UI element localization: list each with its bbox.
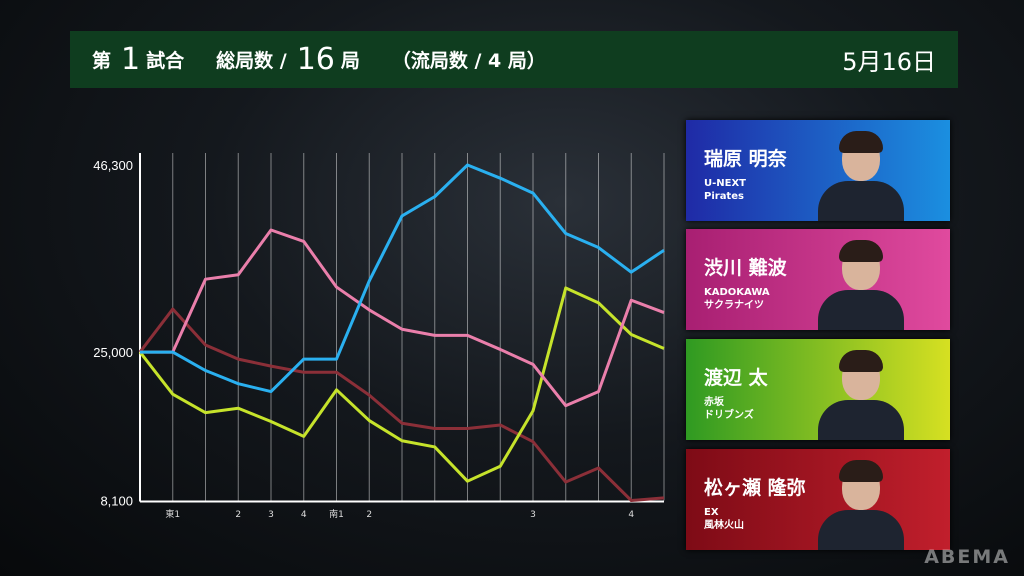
y-tick-label: 8,100 — [100, 494, 133, 509]
series-line — [140, 228, 665, 408]
player-team: EX 風林火山 — [704, 507, 744, 531]
x-tick-label: 南1 — [329, 508, 344, 520]
x-tick-label: 2 — [235, 510, 241, 520]
series-line — [140, 163, 665, 394]
x-tick-label: 東1 — [165, 508, 180, 520]
x-tick-label: 3 — [268, 510, 274, 520]
player-card: 渡辺 太赤坂 ドリブンズ — [686, 339, 950, 440]
player-photo — [818, 236, 904, 330]
player-name: 渡辺 太 — [704, 367, 768, 389]
x-tick-label: 4 — [628, 510, 634, 520]
player-photo — [818, 346, 904, 440]
player-card: 瑞原 明奈 U-NEXT Pirates — [686, 120, 950, 221]
game-prefix: 第 — [92, 50, 112, 72]
player-name: 松ヶ瀬 隆弥 — [704, 477, 806, 499]
abema-logo: ABEMA — [924, 546, 1010, 568]
player-card: 松ヶ瀬 隆弥 EX 風林火山 — [686, 449, 950, 550]
x-tick-label: 4 — [301, 510, 307, 520]
total-rounds-unit: 局 — [340, 50, 360, 72]
player-photo — [818, 456, 904, 550]
y-tick-label: 25,000 — [93, 345, 133, 360]
game-number: 1 — [121, 42, 141, 77]
x-tick-label: 2 — [366, 510, 372, 520]
series-line — [138, 307, 665, 502]
player-photo — [818, 127, 904, 221]
player-card: 渋川 難波 KADOKAWA サクラナイツ — [686, 229, 950, 330]
draw-rounds: （流局数 / 4 局） — [391, 50, 546, 72]
total-rounds-label: 総局数 / — [216, 50, 287, 72]
total-rounds-value: 16 — [296, 42, 335, 77]
player-team: U-NEXT Pirates — [704, 178, 747, 202]
match-date: 5月16日 — [842, 48, 936, 76]
game-suffix: 試合 — [146, 50, 185, 72]
y-tick-label: 46,300 — [93, 158, 133, 173]
series-line — [138, 286, 665, 483]
player-name: 渋川 難波 — [704, 257, 787, 279]
player-team: KADOKAWA サクラナイツ — [704, 287, 770, 311]
player-name: 瑞原 明奈 — [704, 148, 787, 170]
match-header: 第 1 試合 総局数 / 16 局 （流局数 / 4 局） 5月16日 — [70, 31, 958, 88]
x-tick-label: 3 — [530, 510, 536, 520]
player-team: 赤坂 ドリブンズ — [704, 397, 754, 421]
